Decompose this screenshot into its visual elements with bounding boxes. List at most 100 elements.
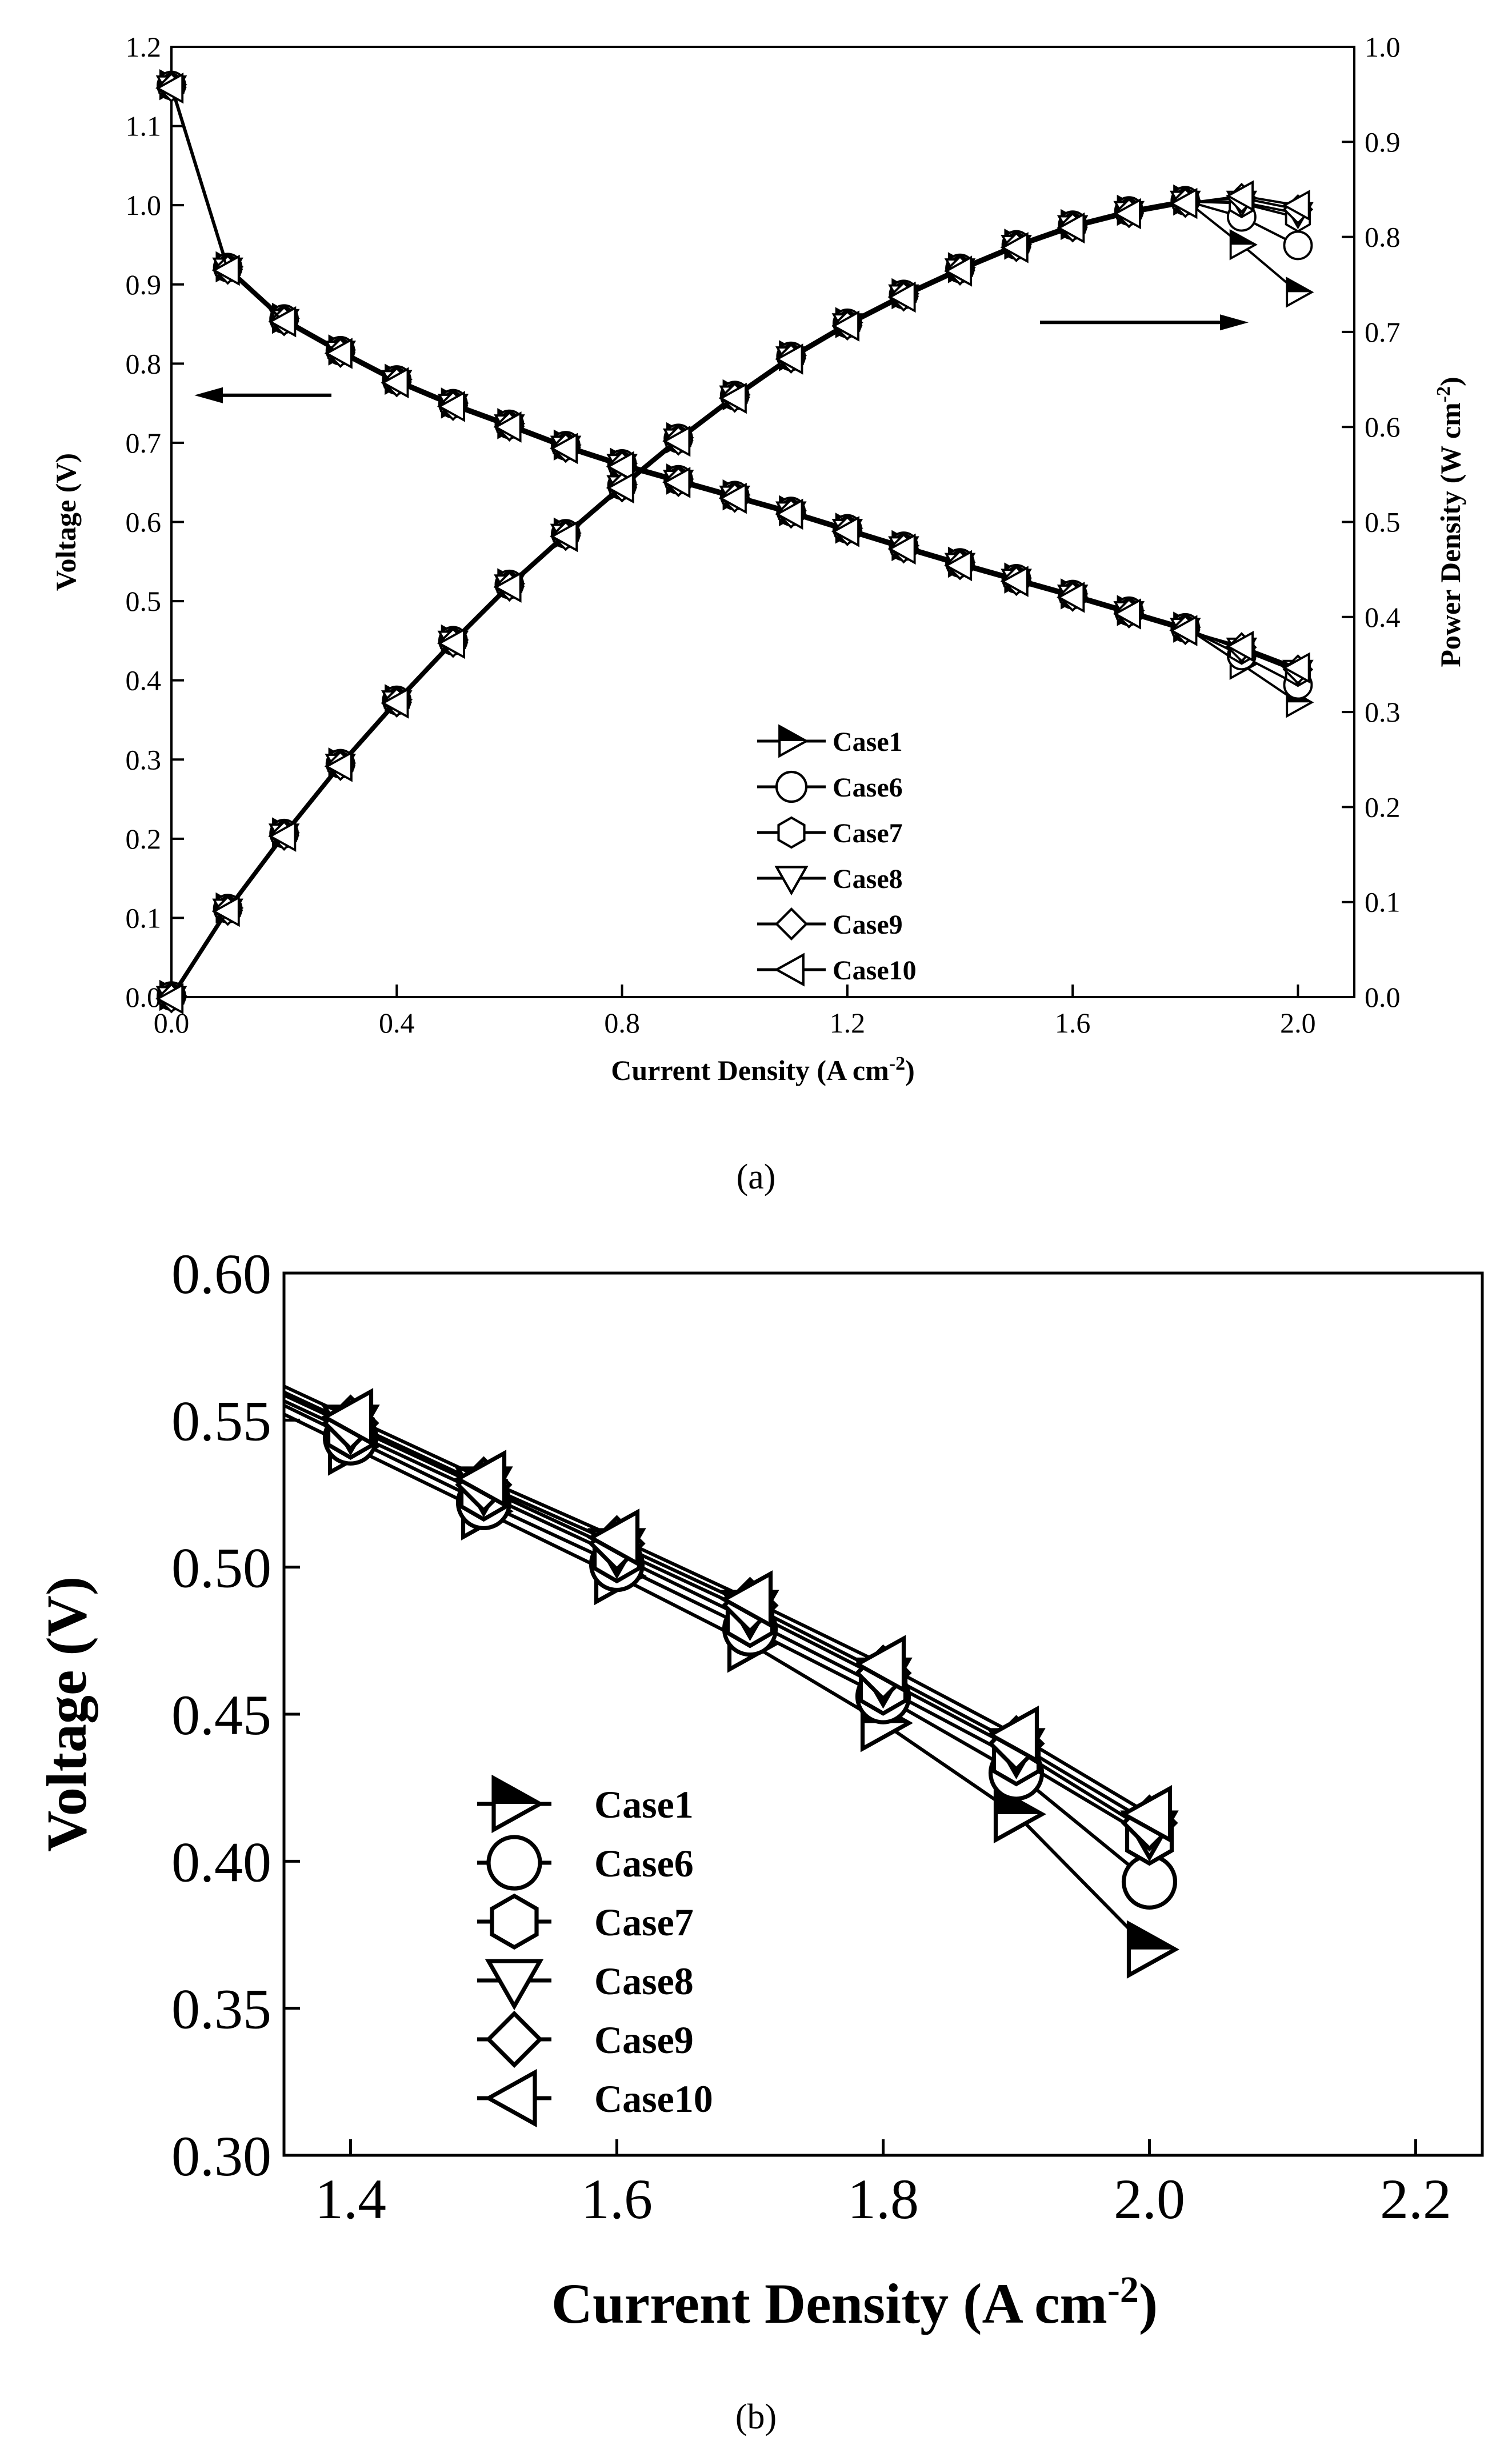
legend-marker bbox=[774, 953, 805, 987]
y2-tick-label: 0.5 bbox=[1365, 506, 1401, 538]
x-tick-label: 2.0 bbox=[1114, 2167, 1185, 2231]
voltage-point bbox=[1126, 1920, 1179, 1979]
power-point bbox=[381, 687, 409, 719]
voltage-point bbox=[1225, 631, 1254, 662]
power-point bbox=[268, 821, 297, 852]
power-point bbox=[437, 627, 465, 659]
x-tick-label: 1.6 bbox=[581, 2167, 653, 2231]
legend-label-case7: Case7 bbox=[833, 818, 903, 849]
voltage-point bbox=[1057, 582, 1085, 613]
voltage-point bbox=[587, 1508, 640, 1567]
power-point bbox=[1229, 229, 1258, 261]
voltage-point bbox=[606, 451, 634, 482]
y-tick-label: 0.6 bbox=[126, 506, 162, 538]
power-point bbox=[1286, 277, 1314, 308]
legend-label-case9: Case9 bbox=[594, 2018, 694, 2062]
panel-b-label: (b) bbox=[735, 2398, 777, 2436]
y2-tick-label: 1.0 bbox=[1365, 31, 1401, 63]
power-point bbox=[944, 255, 973, 287]
legend-marker bbox=[485, 2010, 543, 2068]
power-point bbox=[324, 751, 353, 782]
voltage-point bbox=[493, 411, 522, 443]
power-point bbox=[1283, 230, 1313, 261]
voltage-point bbox=[1000, 566, 1029, 597]
voltage-point bbox=[321, 1388, 374, 1447]
y-tick-label: 1.1 bbox=[126, 110, 162, 142]
power-point bbox=[155, 983, 184, 1015]
y-tick-label: 0.4 bbox=[126, 665, 162, 697]
voltage-point bbox=[454, 1450, 507, 1508]
legend-label-case9: Case9 bbox=[833, 910, 903, 940]
legend-marker bbox=[484, 2068, 537, 2128]
y-tick-label: 0.0 bbox=[126, 981, 162, 1013]
x-tick-label: 0.8 bbox=[604, 1007, 640, 1039]
y2-tick-label: 0.8 bbox=[1365, 221, 1401, 253]
power-point bbox=[831, 310, 859, 342]
power-point bbox=[1057, 212, 1085, 244]
power-point bbox=[775, 343, 803, 375]
voltage-point bbox=[437, 391, 465, 422]
voltage-line-case10 bbox=[170, 87, 1299, 669]
y-tick-label: 0.8 bbox=[126, 347, 162, 379]
y2-tick-label: 0.6 bbox=[1365, 411, 1401, 443]
voltage-point bbox=[381, 367, 409, 399]
power-point bbox=[1000, 232, 1029, 263]
legend-label-case7: Case7 bbox=[594, 1900, 694, 1944]
voltage-point bbox=[550, 433, 578, 465]
y-axis-label: Voltage (V) bbox=[50, 453, 82, 591]
power-point bbox=[662, 425, 691, 457]
legend-label-case10: Case10 bbox=[833, 955, 917, 986]
power-point bbox=[1282, 190, 1310, 221]
legend-marker bbox=[486, 1835, 542, 1891]
y-tick-label: 0.60 bbox=[171, 1242, 271, 1306]
y-tick-label: 0.3 bbox=[126, 743, 162, 775]
y-tick-label: 0.35 bbox=[171, 1978, 271, 2041]
voltage-point bbox=[775, 498, 803, 530]
legend-marker bbox=[491, 1774, 545, 1834]
power-point bbox=[211, 895, 240, 927]
voltage-point bbox=[324, 338, 353, 369]
y-tick-label: 0.30 bbox=[171, 2124, 271, 2188]
x-tick-label: 1.6 bbox=[1055, 1007, 1091, 1039]
y2-tick-label: 0.7 bbox=[1365, 316, 1401, 348]
y-tick-label: 0.50 bbox=[171, 1536, 271, 1600]
legend-marker bbox=[778, 724, 809, 758]
legend-marker bbox=[777, 816, 806, 849]
voltage-point bbox=[831, 516, 859, 547]
y-tick-label: 0.55 bbox=[171, 1389, 271, 1452]
legend-marker bbox=[774, 866, 809, 896]
y-tick-label: 1.0 bbox=[126, 189, 162, 221]
power-point bbox=[493, 571, 522, 603]
power-point bbox=[718, 382, 747, 414]
legend-label-case6: Case6 bbox=[594, 1842, 694, 1885]
legend-label-case1: Case1 bbox=[833, 727, 903, 757]
power-point bbox=[1169, 187, 1198, 219]
voltage-point bbox=[986, 1705, 1039, 1764]
power-point bbox=[550, 521, 578, 553]
legend-label-case6: Case6 bbox=[833, 773, 903, 803]
y-tick-label: 0.5 bbox=[126, 585, 162, 617]
voltage-point bbox=[718, 482, 747, 514]
voltage-point bbox=[268, 306, 297, 338]
voltage-point bbox=[1169, 615, 1198, 646]
voltage-point bbox=[944, 550, 973, 582]
x-tick-label: 1.4 bbox=[315, 2167, 386, 2231]
voltage-point bbox=[211, 254, 240, 286]
voltage-point bbox=[887, 533, 916, 565]
y-tick-label: 0.1 bbox=[126, 902, 162, 934]
y2-tick-label: 0.1 bbox=[1365, 886, 1401, 918]
y2-tick-label: 0.0 bbox=[1365, 981, 1401, 1013]
x-axis-label: Current Density (A cm-2) bbox=[551, 2269, 1158, 2336]
power-point bbox=[887, 281, 916, 313]
y-axis-label: Voltage (V) bbox=[35, 1576, 98, 1852]
y-tick-label: 1.2 bbox=[126, 31, 162, 63]
legend-marker bbox=[485, 1959, 544, 2011]
left-arrow-head bbox=[194, 387, 223, 403]
voltage-point bbox=[1113, 598, 1141, 630]
voltage-line-case7 bbox=[170, 86, 1299, 674]
x-tick-label: 1.2 bbox=[830, 1007, 866, 1039]
voltage-line-case1 bbox=[283, 1412, 1151, 1951]
y2-axis-label: Power Density (W cm-2) bbox=[1433, 377, 1467, 667]
y2-tick-label: 0.9 bbox=[1365, 126, 1401, 158]
voltage-line-case9 bbox=[170, 87, 1299, 671]
